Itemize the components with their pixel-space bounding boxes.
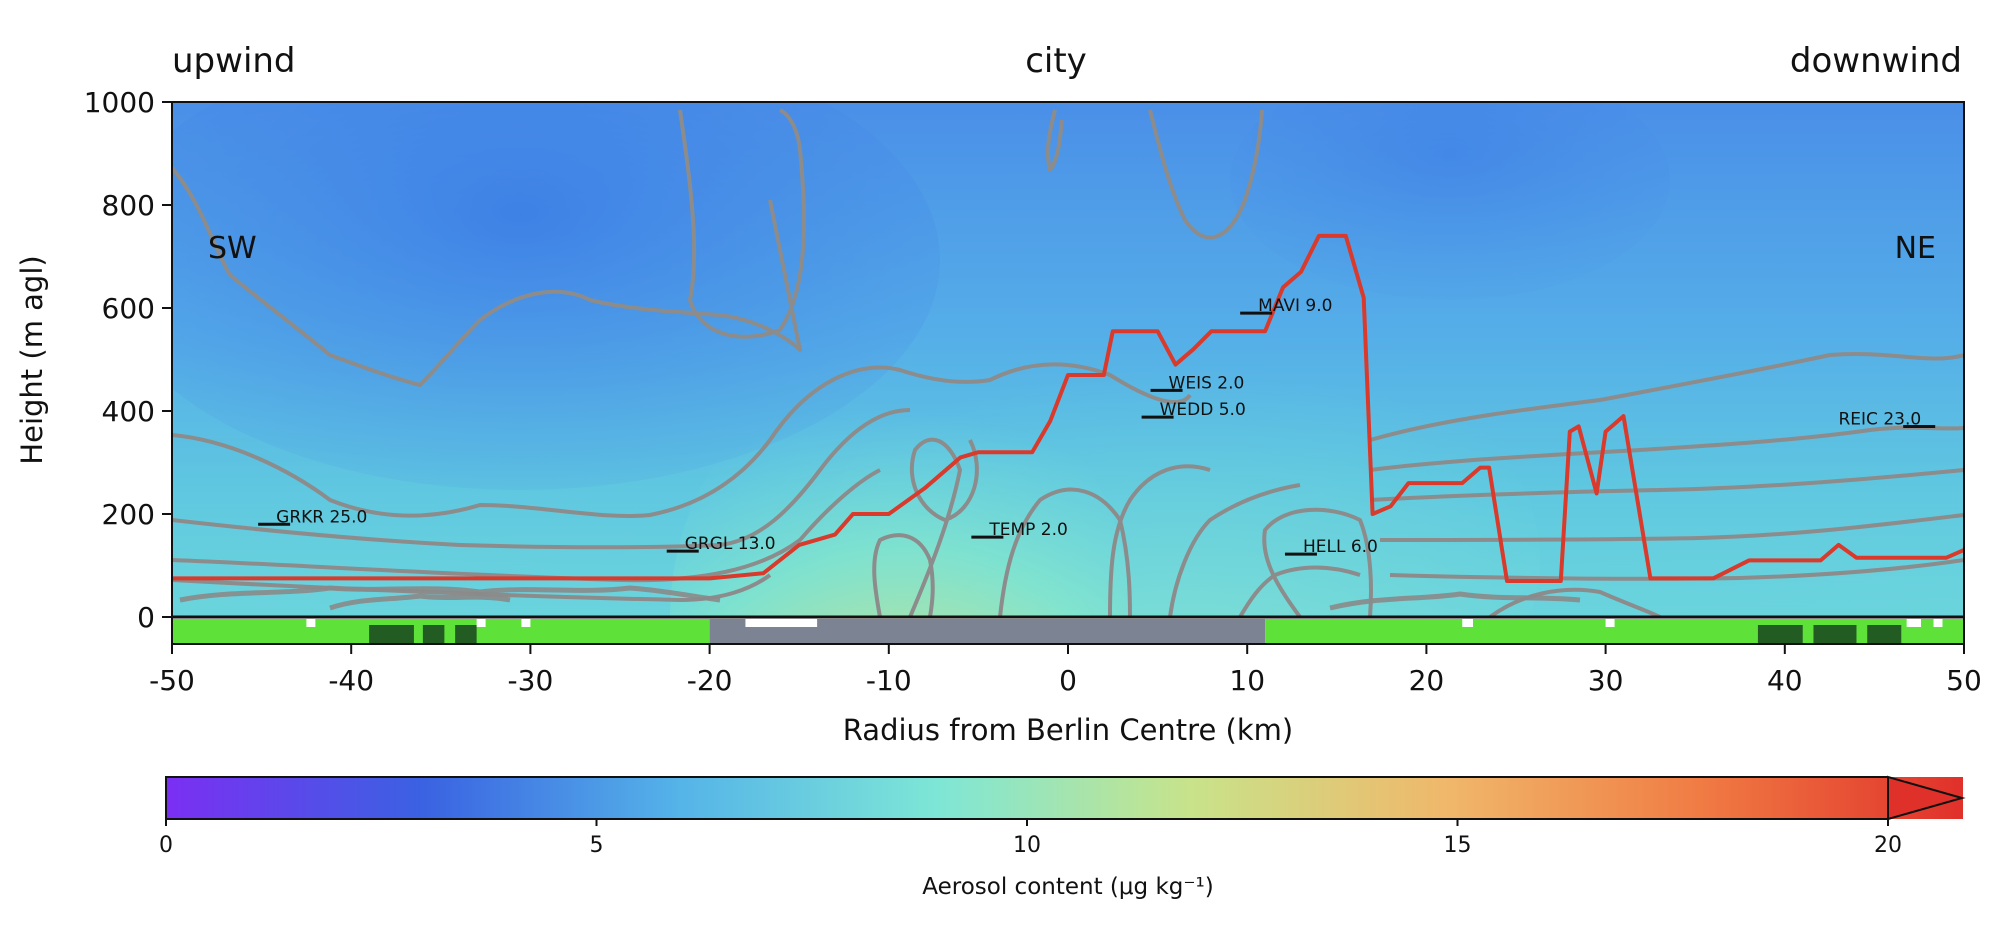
x-tick-label: 20 <box>1409 664 1445 697</box>
upwind-label: upwind <box>172 41 296 81</box>
x-axis-title: Radius from Berlin Centre (km) <box>843 713 1293 747</box>
land-cover-gap <box>1906 619 1921 627</box>
contour-line <box>1379 513 1964 542</box>
contour-line <box>172 408 911 550</box>
y-axis-title: Height (m agl) <box>15 255 49 464</box>
heatmap-blue-region <box>1230 102 1670 300</box>
station-label: REIC 23.0 <box>1838 409 1921 429</box>
x-tick-label: 30 <box>1588 664 1624 697</box>
downwind-label: downwind <box>1790 41 1962 81</box>
contour-line <box>1045 109 1064 172</box>
boundary-layer-height-path <box>172 233 1964 583</box>
station-label: GRKR 25.0 <box>276 507 367 527</box>
x-tick-label: -40 <box>328 664 374 697</box>
land-cover-gap <box>1462 619 1473 627</box>
colorbar-tick-label: 20 <box>1874 833 1902 858</box>
contour-line <box>1369 468 1964 502</box>
city-label: city <box>1025 41 1087 81</box>
surface-contours <box>179 585 1581 611</box>
x-tick-label: 0 <box>1059 664 1077 697</box>
colorbar-ticks: 0 5 10 15 20 <box>159 819 1902 858</box>
land-cover-gap <box>745 619 818 627</box>
station-label: TEMP 2.0 <box>988 520 1067 540</box>
colorbar-tick-label: 15 <box>1444 833 1472 858</box>
colorbar-tick-label: 0 <box>159 833 173 858</box>
contour-line <box>998 487 1132 617</box>
station-label: WEDD 5.0 <box>1160 400 1246 420</box>
land-cover-gap <box>521 619 531 627</box>
contour-line <box>1369 351 1964 442</box>
x-tick-label: -10 <box>866 664 912 697</box>
contour-line <box>1168 483 1301 617</box>
contour-line <box>172 573 772 602</box>
x-tick-label: -20 <box>687 664 733 697</box>
forest-patch <box>1867 625 1902 644</box>
contour-line <box>1369 425 1964 472</box>
station-label: MAVI 9.0 <box>1258 296 1332 316</box>
contour-line <box>172 362 1192 519</box>
forest-patch <box>1757 625 1803 644</box>
contour-line <box>1238 565 1361 617</box>
x-tick-label: -50 <box>149 664 195 697</box>
contour-line <box>179 585 721 603</box>
forest-patch <box>422 625 445 644</box>
x-tick-label: -30 <box>508 664 554 697</box>
x-tick-label: 10 <box>1229 664 1265 697</box>
colorbar-tick-label: 5 <box>590 833 604 858</box>
colorbar-gradient <box>166 777 1963 819</box>
contour-line <box>1488 587 1661 617</box>
station-label: GRGL 13.0 <box>685 534 776 554</box>
boundary-layer-height-line <box>172 233 1964 583</box>
contour-lines <box>172 108 1964 617</box>
land-cover-strip <box>172 619 1964 644</box>
land-cover-gap <box>1605 619 1615 627</box>
station-label: WEIS 2.0 <box>1169 373 1245 393</box>
y-tick-label: 200 <box>102 498 155 531</box>
y-tick-label: 0 <box>137 601 155 634</box>
y-tick-label: 400 <box>102 395 155 428</box>
colorbar-extend-arrow <box>1887 775 1966 821</box>
heatmap-blue-region <box>172 102 940 490</box>
land-cover-segment <box>1265 619 1964 644</box>
y-tick-label: 600 <box>102 292 155 325</box>
forest-patch <box>455 625 477 644</box>
contour-line <box>172 166 802 387</box>
contour-line <box>1148 109 1264 240</box>
y-axis: 0 200 400 600 800 1000 <box>84 86 172 634</box>
forest-patch <box>1813 625 1857 644</box>
station-label: HELL 6.0 <box>1303 537 1378 557</box>
contour-line <box>329 593 511 611</box>
contour-line <box>1389 558 1964 581</box>
station-markers: GRKR 25.0 GRGL 13.0 TEMP 2.0 WEIS 2.0 WEDD 5… <box>258 296 1936 557</box>
colorbar-title: Aerosol content (μg kg⁻¹) <box>922 874 1213 900</box>
x-tick-label: 40 <box>1767 664 1803 697</box>
land-cover-gap <box>476 619 486 627</box>
plot-area: GRKR 25.0 GRGL 13.0 TEMP 2.0 WEIS 2.0 WEDD 5… <box>172 102 1964 617</box>
forest-patch <box>369 625 414 644</box>
contour-line <box>1108 464 1211 617</box>
land-cover-gap <box>1933 619 1943 627</box>
sw-direction-label: SW <box>208 231 257 266</box>
land-cover-gap <box>306 619 316 627</box>
colorbar: 0 5 10 15 20 Aerosol content (μg kg⁻¹) <box>159 775 1966 900</box>
y-tick-label: 1000 <box>84 86 155 119</box>
contour-line <box>1329 591 1581 611</box>
ne-direction-label: NE <box>1895 231 1936 266</box>
x-axis: -50 -40 -30 -20 -10 0 10 20 30 40 50 <box>149 644 1982 697</box>
y-tick-label: 800 <box>102 189 155 222</box>
contour-line <box>908 437 979 617</box>
contour-line <box>678 108 806 339</box>
colorbar-tick-label: 10 <box>1013 833 1041 858</box>
contour-line <box>872 533 935 617</box>
x-tick-label: 50 <box>1946 664 1982 697</box>
